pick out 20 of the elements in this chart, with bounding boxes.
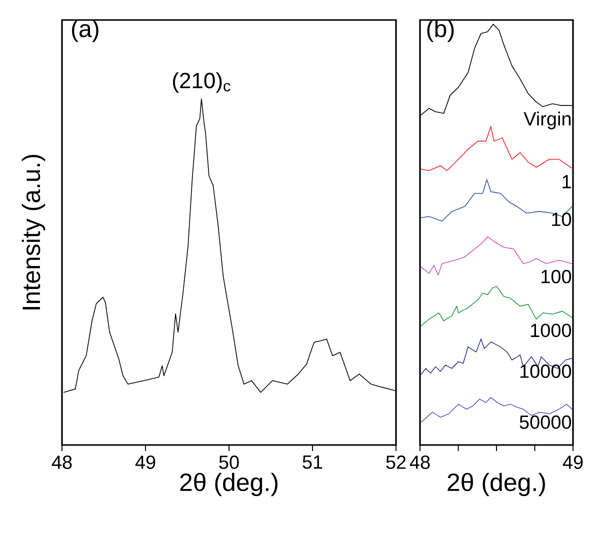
x-tick-label: 52 xyxy=(386,456,406,469)
x-axis-title: 2θ (deg.) xyxy=(448,472,545,496)
annotation: (210)$_{c}$ xyxy=(173,72,230,93)
series-label: 10000 xyxy=(520,364,572,378)
series-label: 50000 xyxy=(520,415,572,429)
x-tick-label: 48 xyxy=(52,456,72,469)
y-axis-title: Intensity (a.u.) xyxy=(22,154,46,310)
x-tick-label: 51 xyxy=(302,456,322,469)
series-label: Virgin xyxy=(524,112,571,130)
x-axis-title: 2θ (deg.) xyxy=(180,472,278,496)
chart-title: (a) xyxy=(72,20,98,42)
series-label: 1 xyxy=(562,175,571,188)
series-label: 100 xyxy=(542,270,572,284)
x-tick-label: 49 xyxy=(135,456,156,469)
x-tick-label: 50 xyxy=(219,456,239,469)
chart-title: (b) xyxy=(427,20,454,42)
x-tick-label: 49 xyxy=(562,456,583,469)
series-label: 1000 xyxy=(530,324,572,338)
series-label: 10 xyxy=(552,212,572,226)
x-tick-label: 48 xyxy=(410,456,430,469)
